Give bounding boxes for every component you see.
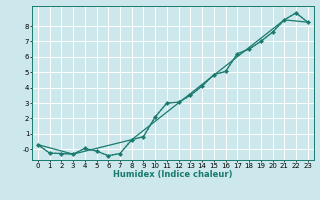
- X-axis label: Humidex (Indice chaleur): Humidex (Indice chaleur): [113, 170, 233, 179]
